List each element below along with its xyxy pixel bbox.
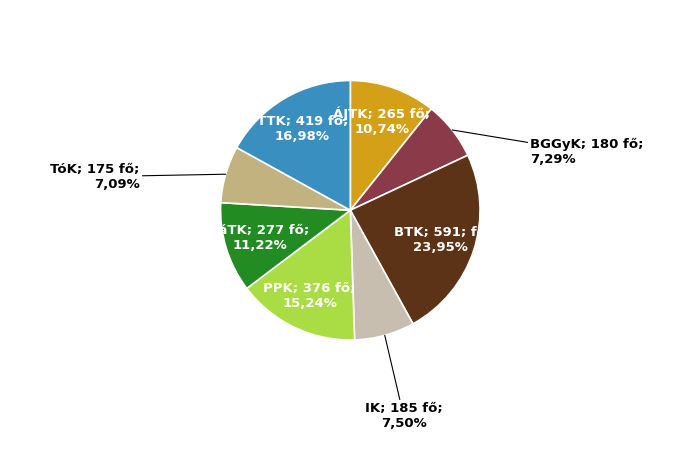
Wedge shape	[220, 202, 351, 288]
Text: TáTK; 277 fő;
11,22%: TáTK; 277 fő; 11,22%	[211, 224, 309, 252]
Text: BTK; 591; fő
23,95%: BTK; 591; fő 23,95%	[394, 226, 486, 253]
Text: IK; 185 fő;
7,50%: IK; 185 fő; 7,50%	[365, 336, 443, 430]
Text: BGGyK; 180 fő;
7,29%: BGGyK; 180 fő; 7,29%	[453, 130, 644, 166]
Text: TTK; 419 fő;
16,98%: TTK; 419 fő; 16,98%	[256, 115, 348, 143]
Text: ÁJTK; 265 fő;
10,74%: ÁJTK; 265 fő; 10,74%	[333, 106, 430, 136]
Wedge shape	[351, 109, 468, 210]
Wedge shape	[351, 155, 480, 324]
Wedge shape	[221, 147, 351, 210]
Wedge shape	[351, 210, 413, 340]
Text: PPK; 376 fő;
15,24%: PPK; 376 fő; 15,24%	[263, 281, 356, 310]
Wedge shape	[247, 210, 355, 340]
Wedge shape	[237, 80, 351, 210]
Text: TóK; 175 fő;
7,09%: TóK; 175 fő; 7,09%	[51, 163, 226, 191]
Wedge shape	[351, 80, 431, 210]
